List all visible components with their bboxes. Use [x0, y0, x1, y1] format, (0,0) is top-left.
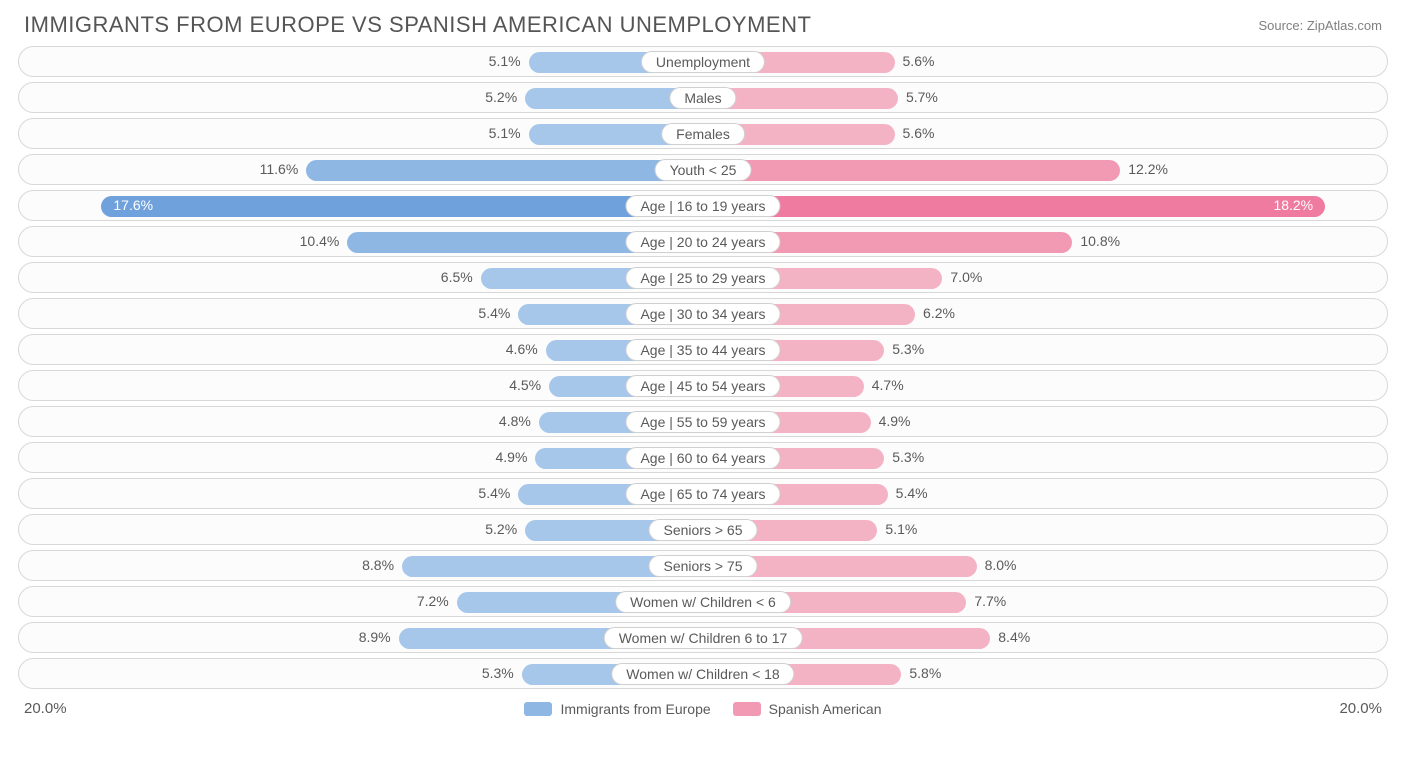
legend-label-left: Immigrants from Europe	[560, 701, 710, 717]
value-label-right: 18.2%	[1273, 197, 1313, 213]
value-label-right: 7.7%	[974, 593, 1006, 609]
value-label-left: 11.6%	[260, 161, 299, 177]
value-label-left: 10.4%	[300, 233, 340, 249]
bar-right	[703, 196, 1325, 217]
value-label-right: 6.2%	[923, 305, 955, 321]
value-label-right: 5.4%	[896, 485, 928, 501]
value-label-left: 5.3%	[482, 665, 514, 681]
value-label-left: 5.2%	[485, 89, 517, 105]
value-label-left: 5.1%	[489, 53, 521, 69]
category-pill: Youth < 25	[655, 159, 752, 181]
value-label-left: 8.8%	[362, 557, 394, 573]
value-label-right: 10.8%	[1080, 233, 1120, 249]
chart-row: 4.9% 5.3% Age | 60 to 64 years	[18, 442, 1388, 473]
chart-row: 4.6% 5.3% Age | 35 to 44 years	[18, 334, 1388, 365]
legend-swatch-right	[733, 702, 761, 716]
value-label-left: 5.2%	[485, 521, 517, 537]
value-label-right: 5.3%	[892, 341, 924, 357]
value-label-left: 5.4%	[478, 485, 510, 501]
legend-label-right: Spanish American	[769, 701, 882, 717]
chart-row: 5.1% 5.6% Females	[18, 118, 1388, 149]
chart-row: 4.8% 4.9% Age | 55 to 59 years	[18, 406, 1388, 437]
category-pill: Females	[661, 123, 745, 145]
value-label-right: 4.9%	[879, 413, 911, 429]
value-label-right: 4.7%	[872, 377, 904, 393]
bar-left	[306, 160, 703, 181]
chart-header: IMMIGRANTS FROM EUROPE VS SPANISH AMERIC…	[0, 0, 1406, 46]
chart-row: 11.6% 12.2% Youth < 25	[18, 154, 1388, 185]
value-label-right: 5.3%	[892, 449, 924, 465]
value-label-left: 7.2%	[417, 593, 449, 609]
value-label-right: 7.0%	[950, 269, 982, 285]
value-label-left: 5.1%	[489, 125, 521, 141]
chart-title: IMMIGRANTS FROM EUROPE VS SPANISH AMERIC…	[24, 12, 811, 38]
legend-swatch-left	[524, 702, 552, 716]
chart-row: 5.4% 5.4% Age | 65 to 74 years	[18, 478, 1388, 509]
value-label-right: 5.8%	[909, 665, 941, 681]
chart-area: 5.1% 5.6% Unemployment 5.2% 5.7% Males 5.1% 5.6…	[0, 46, 1406, 689]
chart-row: 4.5% 4.7% Age | 45 to 54 years	[18, 370, 1388, 401]
chart-row: 5.4% 6.2% Age | 30 to 34 years	[18, 298, 1388, 329]
category-pill: Age | 25 to 29 years	[625, 267, 780, 289]
category-pill: Age | 35 to 44 years	[625, 339, 780, 361]
source-prefix: Source:	[1258, 18, 1306, 33]
axis-right-max: 20.0%	[1339, 700, 1382, 717]
category-pill: Seniors > 75	[649, 555, 758, 577]
category-pill: Age | 16 to 19 years	[625, 195, 780, 217]
category-pill: Unemployment	[641, 51, 765, 73]
chart-row: 5.2% 5.7% Males	[18, 82, 1388, 113]
value-label-left: 4.9%	[496, 449, 528, 465]
value-label-left: 17.6%	[105, 197, 153, 213]
chart-source: Source: ZipAtlas.com	[1258, 18, 1382, 33]
chart-row: 7.2% 7.7% Women w/ Children < 6	[18, 586, 1388, 617]
axis-left-max: 20.0%	[24, 700, 67, 717]
category-pill: Age | 30 to 34 years	[625, 303, 780, 325]
bar-left	[101, 196, 703, 217]
chart-row: 10.4% 10.8% Age | 20 to 24 years	[18, 226, 1388, 257]
category-pill: Women w/ Children < 18	[611, 663, 794, 685]
category-pill: Males	[669, 87, 736, 109]
category-pill: Age | 60 to 64 years	[625, 447, 780, 469]
category-pill: Age | 65 to 74 years	[625, 483, 780, 505]
chart-footer: 20.0% Immigrants from Europe Spanish Ame…	[0, 694, 1406, 717]
chart-row: 6.5% 7.0% Age | 25 to 29 years	[18, 262, 1388, 293]
value-label-right: 8.4%	[998, 629, 1030, 645]
category-pill: Age | 45 to 54 years	[625, 375, 780, 397]
value-label-left: 4.5%	[509, 377, 541, 393]
legend-item-left: Immigrants from Europe	[524, 701, 710, 717]
value-label-right: 5.6%	[903, 53, 935, 69]
chart-row: 5.2% 5.1% Seniors > 65	[18, 514, 1388, 545]
value-label-left: 4.6%	[506, 341, 538, 357]
chart-row: 8.8% 8.0% Seniors > 75	[18, 550, 1388, 581]
source-name: ZipAtlas.com	[1307, 18, 1382, 33]
category-pill: Women w/ Children 6 to 17	[604, 627, 803, 649]
value-label-right: 8.0%	[985, 557, 1017, 573]
legend-item-right: Spanish American	[733, 701, 882, 717]
value-label-left: 5.4%	[478, 305, 510, 321]
value-label-left: 6.5%	[441, 269, 473, 285]
value-label-right: 5.1%	[885, 521, 917, 537]
category-pill: Age | 20 to 24 years	[625, 231, 780, 253]
category-pill: Age | 55 to 59 years	[625, 411, 780, 433]
chart-row: 5.3% 5.8% Women w/ Children < 18	[18, 658, 1388, 689]
category-pill: Women w/ Children < 6	[615, 591, 791, 613]
bar-right	[703, 160, 1120, 181]
chart-row: 5.1% 5.6% Unemployment	[18, 46, 1388, 77]
chart-row: 8.9% 8.4% Women w/ Children 6 to 17	[18, 622, 1388, 653]
value-label-left: 8.9%	[359, 629, 391, 645]
value-label-right: 5.7%	[906, 89, 938, 105]
value-label-left: 4.8%	[499, 413, 531, 429]
legend: Immigrants from Europe Spanish American	[524, 701, 881, 717]
chart-row: 17.6% 18.2% Age | 16 to 19 years	[18, 190, 1388, 221]
value-label-right: 12.2%	[1128, 161, 1168, 177]
category-pill: Seniors > 65	[649, 519, 758, 541]
value-label-right: 5.6%	[903, 125, 935, 141]
